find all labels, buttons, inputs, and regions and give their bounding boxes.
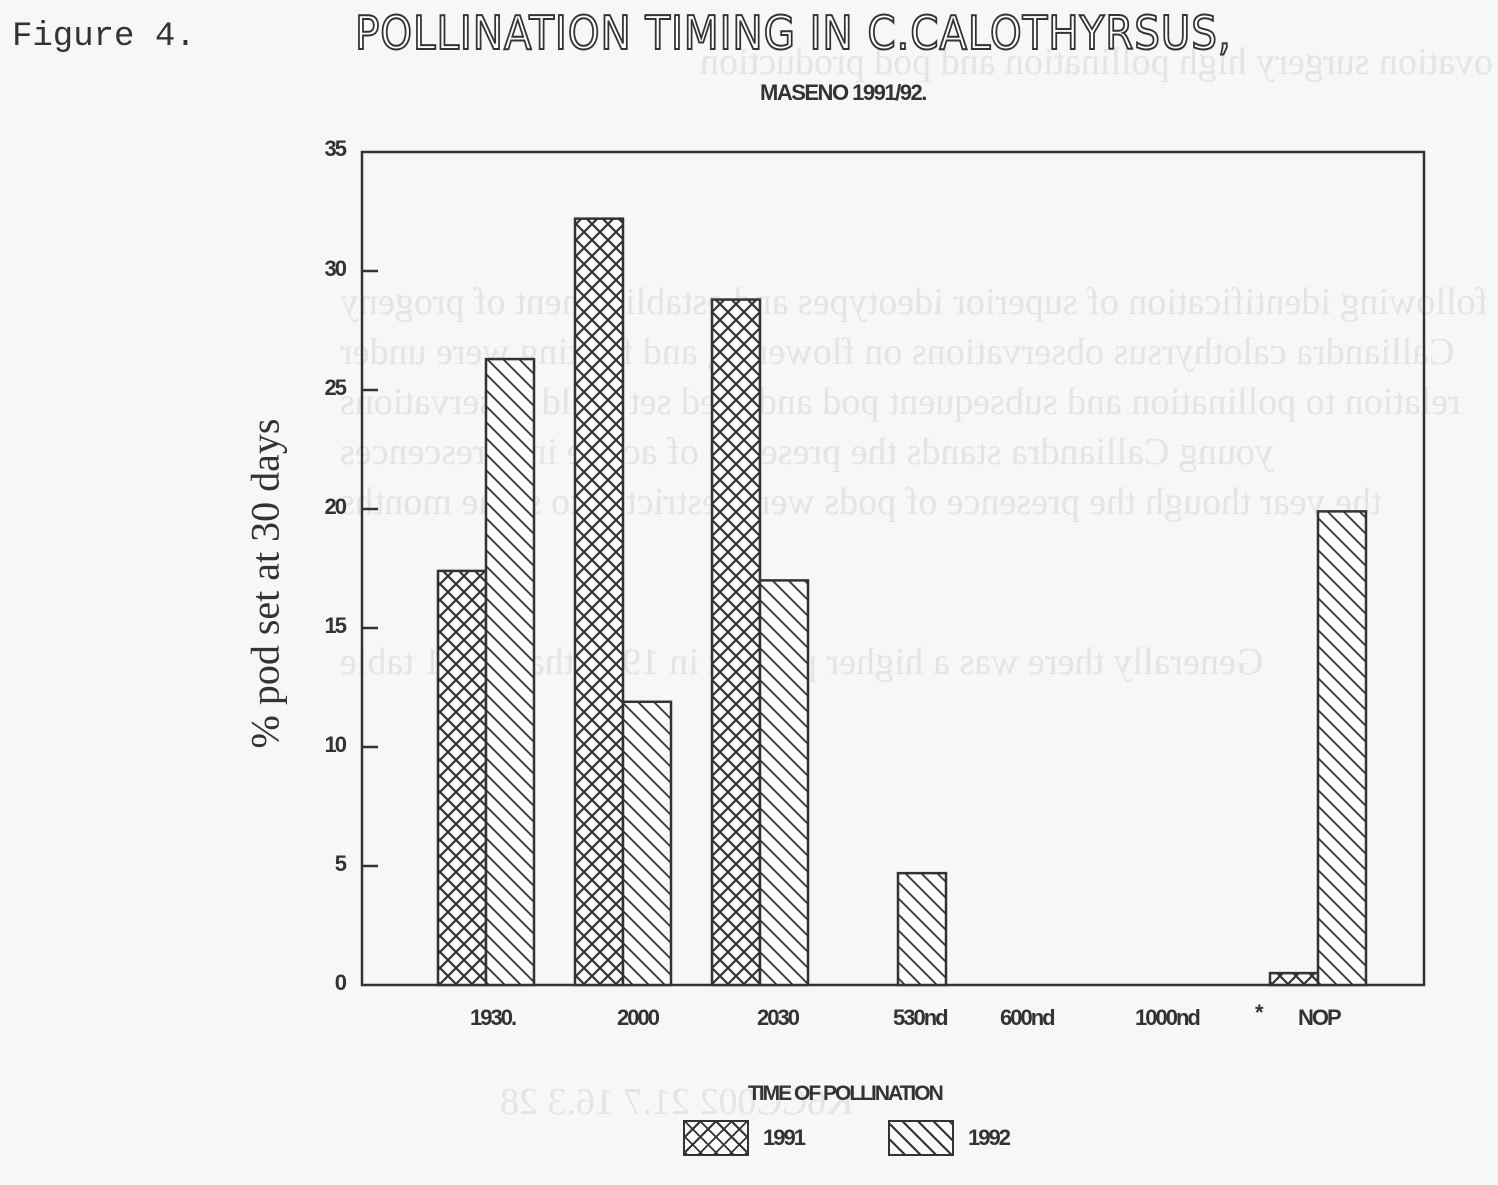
- plot-area-frame: [360, 150, 1426, 987]
- y-tick-label: 0: [334, 970, 347, 995]
- x-axis-label: TIME OF POLLINATION: [748, 1082, 944, 1105]
- x-tick-label: 2000: [617, 1005, 660, 1030]
- diagonal-hatch-swatch-icon: [888, 1120, 954, 1156]
- y-tick-label: 30: [324, 256, 347, 281]
- y-tick-label: 20: [324, 494, 347, 519]
- x-tick-label: 600nd: [1000, 1005, 1056, 1030]
- y-tick-label: 35: [324, 136, 347, 161]
- bar-1992-2000: [621, 700, 673, 987]
- legend-label: 1992: [968, 1125, 1011, 1150]
- x-tick-label: 1000nd: [1135, 1005, 1201, 1030]
- chart-title: POLLINATION TIMING IN C.CALOTHYRSUS,: [354, 5, 1232, 61]
- y-tick-label: 10: [324, 732, 347, 757]
- bar-1991-1930: [436, 569, 488, 987]
- bar-1992-1930: [484, 357, 536, 987]
- x-tick-label: 1930.: [470, 1005, 517, 1030]
- bar-1991-NOP: [1268, 971, 1320, 987]
- crosshatch-swatch-icon: [683, 1120, 749, 1156]
- bar-1992-NOP: [1316, 510, 1368, 987]
- y-tick-label: 5: [334, 851, 347, 876]
- x-tick-label: 2030: [757, 1005, 800, 1030]
- bar-1992-530nd: [896, 871, 948, 987]
- x-tick-label: NOP: [1298, 1005, 1342, 1030]
- bar-1991-2000: [573, 217, 625, 987]
- chart-subtitle: MASENO 1991/92.: [760, 80, 927, 105]
- x-tick-label: 530nd: [893, 1005, 949, 1030]
- legend-item-1991: 1991: [683, 1120, 806, 1156]
- bars-group: [436, 217, 1368, 987]
- bar-1992-2030: [758, 579, 810, 987]
- y-axis-ticks: [362, 269, 378, 868]
- legend-label: 1991: [763, 1125, 806, 1150]
- y-tick-label: 15: [324, 613, 347, 638]
- figure-label: Figure 4.: [12, 18, 196, 56]
- bar-1991-2030: [710, 298, 762, 987]
- y-axis-label: % pod set at 30 days: [242, 418, 288, 749]
- y-tick-label: 25: [324, 375, 347, 400]
- asterisk-annotation: *: [1255, 1000, 1263, 1025]
- legend-item-1992: 1992: [888, 1120, 1011, 1156]
